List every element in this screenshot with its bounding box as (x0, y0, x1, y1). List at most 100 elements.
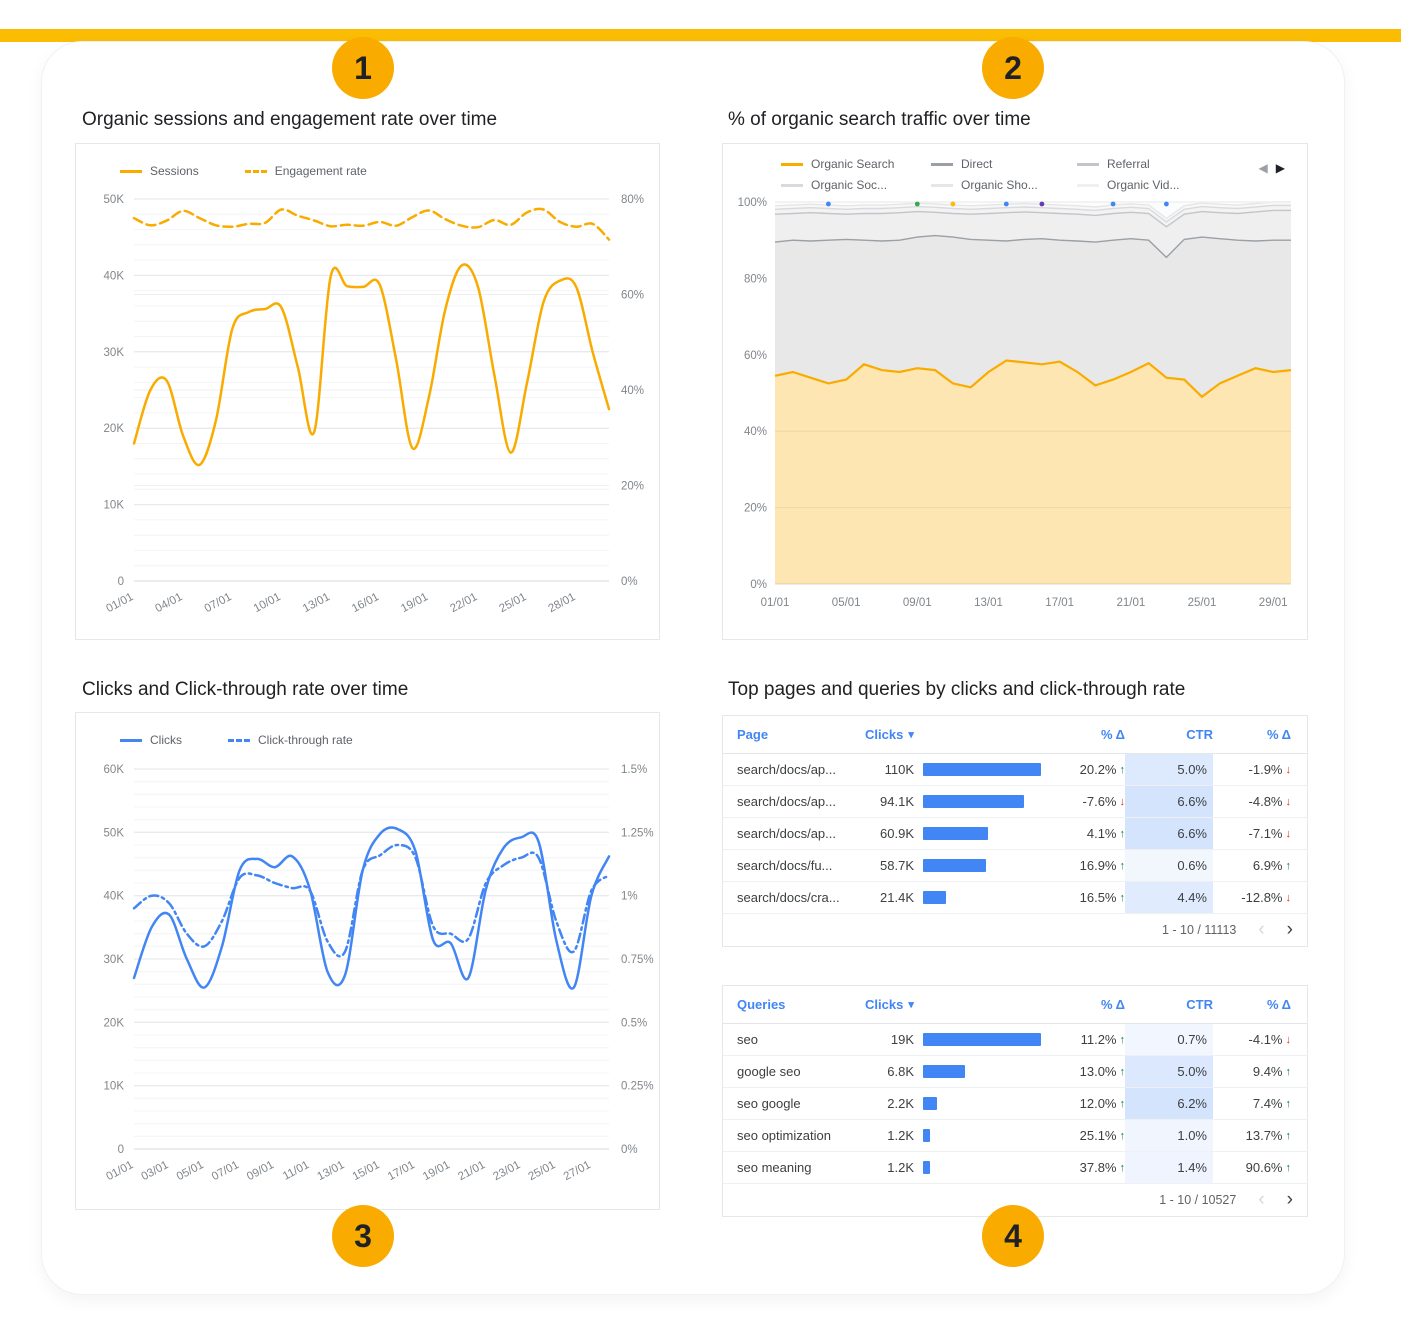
step-badge-3: 3 (332, 1205, 394, 1267)
panel-title-top-pages-queries: Top pages and queries by clicks and clic… (728, 679, 1186, 700)
engagement-line-swatch (244, 169, 267, 173)
up-arrow-icon: ↑ (1285, 1161, 1292, 1174)
svg-text:21/01: 21/01 (456, 1159, 487, 1183)
column-header-clicks[interactable]: Clicks ▾ (865, 727, 1051, 742)
legend-item-direct[interactable]: Direct (931, 157, 1077, 171)
clicks-line-swatch (120, 738, 142, 742)
sort-desc-icon: ▾ (908, 729, 914, 741)
column-header-ctr-delta[interactable]: % Δ (1266, 727, 1291, 742)
clicks-bar-cell (923, 882, 1051, 913)
column-header-clicks-delta[interactable]: % Δ (1100, 997, 1125, 1012)
row-label: seo optimization (737, 1128, 831, 1143)
clicks-value: 58.7K (880, 858, 914, 873)
legend-item-clicks[interactable]: Clicks (120, 733, 182, 747)
ctr-line-swatch (228, 738, 250, 742)
legend-item-organic-search[interactable]: Organic Search (781, 157, 931, 171)
svg-text:40K: 40K (104, 891, 125, 903)
legend-item-referral[interactable]: Referral (1077, 157, 1235, 171)
up-arrow-icon: ↑ (1119, 1065, 1126, 1078)
delta-cell: 20.2% ↑ (1079, 762, 1125, 777)
table-row[interactable]: search/docs/cra... 21.4K 16.5% ↑ 4.4% -12.8% ↓ (723, 882, 1307, 914)
column-header-ctr-delta[interactable]: % Δ (1266, 997, 1291, 1012)
svg-text:60%: 60% (621, 290, 644, 302)
svg-text:0: 0 (118, 576, 124, 588)
table-row[interactable]: seo 19K 11.2% ↑ 0.7% -4.1% ↓ (723, 1024, 1307, 1056)
delta-cell: 4.1% ↑ (1086, 826, 1125, 841)
table-row[interactable]: google seo 6.8K 13.0% ↑ 5.0% 9.4% ↑ (723, 1056, 1307, 1088)
svg-text:0: 0 (118, 1144, 124, 1156)
ctr-value: 6.2% (1125, 1088, 1213, 1119)
top-marker-dot (1164, 201, 1169, 207)
ctr-value: 4.4% (1125, 882, 1213, 913)
clicks-bar (923, 1161, 930, 1174)
table-row[interactable]: search/docs/ap... 110K 20.2% ↑ 5.0% -1.9% ↓ (723, 754, 1307, 786)
table-row[interactable]: search/docs/ap... 60.9K 4.1% ↑ 6.6% -7.1% ↓ (723, 818, 1307, 850)
down-arrow-icon: ↓ (1119, 795, 1126, 808)
clicks-bar-cell (923, 1120, 1051, 1151)
legend-prev-icon[interactable]: ◀ (1258, 161, 1268, 175)
organic-search-swatch (781, 162, 803, 166)
svg-text:05/01: 05/01 (832, 597, 861, 609)
step-badge-4: 4 (982, 1205, 1044, 1267)
organic-video-swatch (1077, 183, 1099, 187)
queries-table-pagination: 1 - 10 / 10527 ‹ › (723, 1184, 1307, 1216)
svg-text:05/01: 05/01 (175, 1159, 206, 1183)
clicks-ctr-chart[interactable]: Clicks Click-through rate 0 10K 20K 30K 40K 5… (75, 712, 660, 1210)
svg-text:1.25%: 1.25% (621, 827, 654, 839)
row-label: search/docs/fu... (737, 858, 833, 873)
clicks-bar-cell (923, 818, 1051, 849)
svg-text:20K: 20K (104, 1017, 125, 1029)
clicks-bar-cell (923, 1056, 1051, 1087)
table-row[interactable]: search/docs/fu... 58.7K 16.9% ↑ 0.6% 6.9% ↑ (723, 850, 1307, 882)
organic-social-swatch (781, 183, 803, 187)
column-header-clicks-delta[interactable]: % Δ (1100, 727, 1125, 742)
queries-table-body: seo 19K 11.2% ↑ 0.7% -4.1% ↓ google seo 6.8K 13.0… (723, 1024, 1307, 1184)
prev-page-icon[interactable]: ‹ (1258, 1188, 1265, 1210)
up-arrow-icon: ↑ (1119, 1129, 1126, 1142)
traffic-share-chart[interactable]: Organic Search Direct Referral Organic S… (722, 143, 1308, 640)
svg-text:30K: 30K (104, 347, 125, 359)
prev-page-icon[interactable]: ‹ (1258, 918, 1265, 940)
legend-next-icon[interactable]: ▶ (1275, 161, 1285, 175)
ctr-value: 1.0% (1125, 1120, 1213, 1151)
column-header-page[interactable]: Page (737, 727, 769, 742)
legend-item-organic-social[interactable]: Organic Soc... (781, 178, 931, 192)
legend-item-organic-shopping[interactable]: Organic Sho... (931, 178, 1077, 192)
svg-text:09/01: 09/01 (245, 1159, 276, 1183)
clicks-value: 1.2K (887, 1128, 914, 1143)
delta-cell: 90.6% ↑ (1245, 1160, 1292, 1175)
sessions-chart-svg: 0 10K 20K 30K 40K 50K 0% 20% 40% 60% 80% 01/01 04/01… (104, 194, 645, 615)
svg-text:60K: 60K (104, 764, 125, 776)
svg-text:15/01: 15/01 (351, 1159, 382, 1183)
table-row[interactable]: seo optimization 1.2K 25.1% ↑ 1.0% 13.7% ↑ (723, 1120, 1307, 1152)
column-header-ctr[interactable]: CTR (1186, 997, 1213, 1012)
column-header-queries[interactable]: Queries (737, 997, 786, 1012)
svg-text:0%: 0% (621, 576, 638, 588)
legend-label-engagement-rate: Engagement rate (274, 164, 367, 178)
clicks-bar (923, 859, 986, 872)
table-row[interactable]: seo google 2.2K 12.0% ↑ 6.2% 7.4% ↑ (723, 1088, 1307, 1120)
legend-item-organic-video[interactable]: Organic Vid... (1077, 178, 1235, 192)
delta-cell: -4.1% ↓ (1248, 1032, 1291, 1047)
sessions-chart-legend: Sessions Engagement rate (120, 164, 367, 178)
svg-text:03/01: 03/01 (140, 1159, 171, 1183)
row-label: search/docs/ap... (737, 826, 836, 841)
legend-item-sessions[interactable]: Sessions (120, 164, 199, 178)
row-label: seo meaning (737, 1160, 812, 1175)
svg-text:17/01: 17/01 (386, 1159, 417, 1183)
legend-item-engagement-rate[interactable]: Engagement rate (244, 164, 367, 178)
clicks-value: 21.4K (880, 890, 914, 905)
legend-item-ctr[interactable]: Click-through rate (228, 733, 353, 747)
pagination-label: 1 - 10 / 10527 (1159, 1193, 1237, 1207)
table-row[interactable]: search/docs/ap... 94.1K -7.6% ↓ 6.6% -4.8% ↓ (723, 786, 1307, 818)
sessions-engagement-chart[interactable]: Sessions Engagement rate 0 10K 20K 30K 40K 50… (75, 143, 660, 640)
next-page-icon[interactable]: › (1286, 1188, 1293, 1210)
column-header-clicks[interactable]: Clicks ▾ (865, 997, 1051, 1012)
table-row[interactable]: seo meaning 1.2K 37.8% ↑ 1.4% 90.6% ↑ (723, 1152, 1307, 1184)
clicks-value: 60.9K (880, 826, 914, 841)
column-header-ctr[interactable]: CTR (1186, 727, 1213, 742)
next-page-icon[interactable]: › (1286, 918, 1293, 940)
pages-table-body: search/docs/ap... 110K 20.2% ↑ 5.0% -1.9% ↓ sea… (723, 754, 1307, 914)
legend-label-sessions: Sessions (150, 164, 199, 178)
delta-cell: 12.0% ↑ (1079, 1096, 1125, 1111)
